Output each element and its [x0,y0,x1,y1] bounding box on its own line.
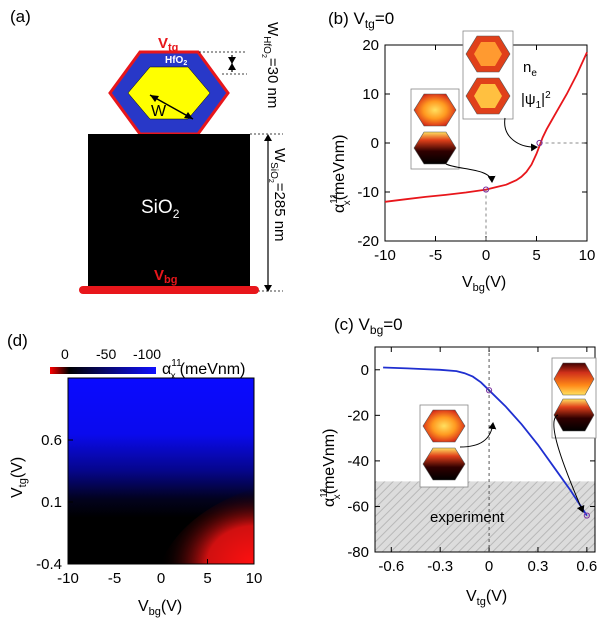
sio2-thickness-label: WSiO2=285 nm [267,148,288,242]
panel-c-xtick-label-1: -0.3 [427,558,453,575]
panel-b-series-line [384,51,588,203]
experiment-label: experiment [430,509,505,526]
panel-d-ytick-label-2: -0.4 [36,556,62,573]
panel-c-xlabel: Vtg(V) [466,588,507,608]
panel-b-inset-left [410,88,460,170]
panel-b-title: (b) Vtg=0 [328,9,394,31]
inset-right-density-inner [474,42,502,66]
panel-c-series-line [383,366,588,517]
inset-right-arrow [504,117,538,152]
nanowire-core [127,66,211,120]
panel-c-xtick-label-0: -0.6 [378,558,404,575]
panel-b-xtick-label-2: 0 [482,247,490,264]
colorbar-tick-0: 0 [61,346,69,362]
sio2-arrow-top [264,134,272,141]
width-label: W [151,103,167,120]
hfo2-arrow-bottom [228,63,236,70]
panel-b-xtick-label-3: 5 [532,247,540,264]
panel-c-points [485,387,590,519]
inset-c-left-density-hexagon [422,409,466,443]
panel-c-title: (c) Vbg=0 [334,315,403,337]
sio2-label: SiO2 [141,197,180,221]
panel-b-ylabel: α11 x(meVnm) [329,135,353,213]
width-arrow-head-right [184,112,193,119]
panel-c-ytick-label-0: 0 [361,362,369,379]
panel-c-frame [374,346,596,553]
back-gate-label: Vbg [154,267,177,286]
inset-c-right-wavefunction-hexagon [553,398,595,432]
panel-b-guides [485,142,587,241]
sio2-arrow-bottom [264,285,272,292]
panel-c-point-0 [485,387,493,394]
panel-c-ytick-label-2: -40 [347,453,369,470]
inset-c-left-arrow [459,422,497,448]
panel-b-ytick-label-1: -10 [357,184,379,201]
hfo2-arrow-top [228,57,236,64]
width-arrow-head-left [150,95,159,102]
colorbar-tick-100: -100 [133,346,161,362]
panel-b-xtick-label-1: -5 [429,247,442,264]
panel-d-xtick-label-4: 10 [246,570,263,587]
panel-c-point-1 [583,512,590,519]
inset-c-left-wavefunction-hexagon [422,447,466,481]
panel-d-xtick-label-1: -5 [108,570,121,587]
panel-c-xtick-label-4: 0.6 [576,558,597,575]
hfo2-label: HfO2 [165,55,187,67]
panel-a-label: (a) [10,7,31,26]
panel-b-ytick-label-2: 0 [371,135,379,152]
experiment-band [375,481,595,552]
panel-c-ytick-label-3: -60 [347,498,369,515]
panel-d-label: (d) [7,331,28,350]
panel-d-ytick-label-0: 0.6 [41,432,62,449]
hfo2-thickness-label: WHfO2=30 nm [260,22,281,108]
sio2-substrate [88,134,250,289]
inset-left-arrow [445,163,496,183]
panel-b-point-0 [482,186,490,193]
panel-d-xtick-label-2: 0 [157,570,165,587]
colorbar-tick-50: -50 [96,346,116,362]
panel-d-ylabel: Vtg(V) [9,457,29,498]
top-gate-label: Vtg [158,35,178,54]
inset-c-right-arrow [553,414,585,513]
panel-c-inset-right [551,357,597,439]
panel-c: (c) Vbg=0 experiment -0.6 -0.3 0 0.3 0.6 0 -20… [319,315,597,608]
back-gate-electrode [79,286,259,294]
inset-c-right-density-hexagon [553,362,595,396]
heatmap-red-region [160,488,254,564]
panel-d: (d) 0 -50 -100 α11 x (meVnm) -10 -5 0 5 100.60… [7,331,262,618]
width-arrow [149,94,194,120]
panel-c-ytick-label-4: -80 [347,544,369,561]
inset-left-density-hexagon [413,93,457,127]
inset-right-wavefunction-inner [474,84,502,108]
panel-b-inset-right [462,30,514,120]
panel-c-xtick-label-2: 0 [485,558,493,575]
panel-b-xtick-label-0: -10 [374,247,396,264]
panel-a: (a) W HfO2 Vtg WHfO2=30 nm SiO2 WSiO2=28… [10,7,288,294]
colorbar [50,367,156,374]
panel-b-point-1 [536,139,543,147]
panel-b-ytick-label-4: 20 [362,37,379,54]
panel-b-xlabel: Vbg(V) [462,274,506,294]
wavefunction-label: |ψ1|2 [521,90,551,111]
panel-d-xtick-label-0: -10 [57,570,79,587]
panel-d-axes: -10 -5 0 5 10 0.6 0.1 -0.4 [36,432,262,587]
panel-b-xtick-label-4: 10 [579,247,596,264]
panel-b-points [482,139,543,193]
panel-d-ytick-label-1: 0.1 [41,494,62,511]
panel-c-ylabel: α11 x(meVnm) [319,429,343,507]
panel-d-xtick-label-3: 5 [203,570,211,587]
panel-d-xlabel: Vbg(V) [138,598,182,618]
panel-c-ytick-label-1: -20 [347,407,369,424]
panel-b-ytick-label-3: 10 [362,86,379,103]
density-label: ne [523,59,537,79]
panel-b-ytick-label-0: -20 [357,233,379,250]
colorbar-label: α11 x (meVnm) [162,358,245,382]
panel-c-axes: -0.6 -0.3 0 0.3 0.6 0 -20 -40 -60 -80 [347,347,597,575]
panel-c-inset-left [419,404,469,488]
panel-c-xtick-label-3: 0.3 [528,558,549,575]
